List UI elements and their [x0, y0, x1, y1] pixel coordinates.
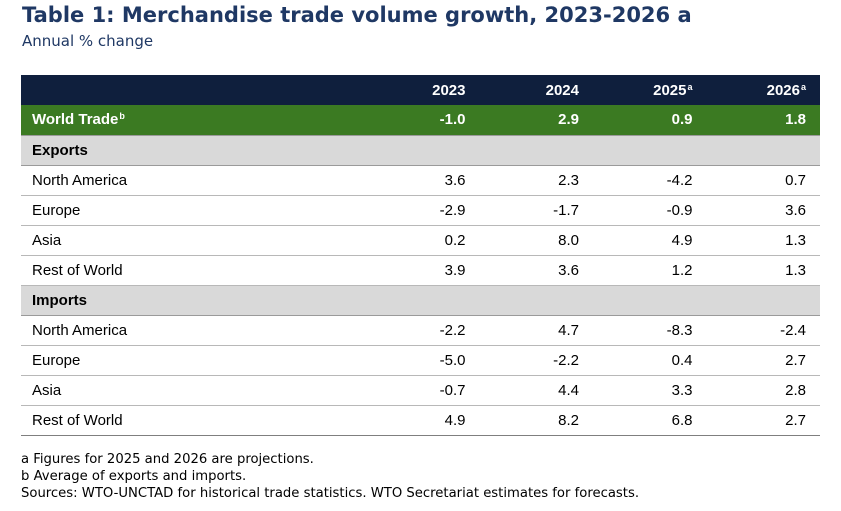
row-label: Europe: [21, 195, 366, 226]
row-label: Rest of World: [21, 255, 366, 286]
row-label: North America: [21, 165, 366, 196]
value-cell: 6.8: [593, 405, 707, 436]
table-row: North America 3.6 2.3 -4.2 0.7: [21, 165, 820, 196]
value-cell: -0.7: [366, 375, 480, 406]
value-cell: 2.8: [706, 375, 820, 406]
row-label: Asia: [21, 375, 366, 406]
value-cell: 1.8: [785, 111, 806, 129]
header-label-cell: [21, 75, 366, 105]
value-cell: 8.2: [479, 405, 593, 436]
sources-note: Sources: WTO-UNCTAD for historical trade…: [21, 486, 640, 501]
footnote-b: b Average of exports and imports.: [21, 469, 247, 484]
value-cell: -1.7: [479, 195, 593, 226]
value-cell: -8.3: [593, 315, 707, 346]
table-header-row: 2023 2024 2025a 2026a: [21, 75, 820, 105]
value-cell: 1.3: [706, 225, 820, 256]
value-cell: -5.0: [366, 345, 480, 376]
table-row: Europe -5.0 -2.2 0.4 2.7: [21, 345, 820, 376]
section-label: Imports: [21, 284, 820, 316]
value-cell: 3.9: [366, 255, 480, 286]
value-cell: 3.6: [479, 255, 593, 286]
value-cell: 2.7: [706, 345, 820, 376]
value-cell: 0.4: [593, 345, 707, 376]
value-cell: -2.9: [366, 195, 480, 226]
value-cell: 1.2: [593, 255, 707, 286]
value-cell: 4.9: [593, 225, 707, 256]
value-cell: 0.7: [706, 165, 820, 196]
value-cell: 4.4: [479, 375, 593, 406]
value-cell: -2.2: [366, 315, 480, 346]
table-row: Asia -0.7 4.4 3.3 2.8: [21, 375, 820, 406]
section-label: Exports: [21, 134, 820, 166]
table-notes: a Figures for 2025 and 2026 are projecti…: [21, 451, 639, 502]
header-year-2025: 2025a: [593, 75, 707, 105]
value-cell: -1.0: [439, 111, 466, 129]
row-label: Europe: [21, 345, 366, 376]
average-footnote-mark: b: [119, 111, 125, 122]
value-cell: -0.9: [593, 195, 707, 226]
imports-section-header: Imports: [21, 284, 820, 316]
value-cell: 2.3: [479, 165, 593, 196]
table-row: Europe -2.9 -1.7 -0.9 3.6: [21, 195, 820, 226]
value-cell: -2.2: [479, 345, 593, 376]
value-cell: 3.6: [366, 165, 480, 196]
value-cell: 3.3: [593, 375, 707, 406]
footnote-a: a Figures for 2025 and 2026 are projecti…: [21, 452, 314, 467]
world-trade-label: World Trade: [32, 111, 119, 129]
value-cell: -2.4: [706, 315, 820, 346]
value-cell: 8.0: [479, 225, 593, 256]
header-year-2024: 2024: [480, 75, 594, 105]
table-title: Table 1: Merchandise trade volume growth…: [22, 3, 692, 27]
header-year-2023: 2023: [366, 75, 480, 105]
world-trade-row: World Tradeb -1.0 2.9 0.9 1.8: [21, 105, 820, 135]
table-row: Rest of World 4.9 8.2 6.8 2.7: [21, 405, 820, 436]
trade-growth-table: 2023 2024 2025a 2026a World Tradeb -1.0 …: [21, 75, 820, 436]
year-label: 2024: [545, 81, 579, 99]
value-cell: 4.7: [479, 315, 593, 346]
value-cell: 2.9: [558, 111, 579, 129]
year-label: 2026: [766, 81, 800, 99]
value-cell: 3.6: [706, 195, 820, 226]
row-label: Rest of World: [21, 405, 366, 436]
table-row: Rest of World 3.9 3.6 1.2 1.3: [21, 255, 820, 286]
value-cell: 1.3: [706, 255, 820, 286]
exports-section-header: Exports: [21, 134, 820, 166]
year-label: 2023: [432, 81, 466, 99]
year-label: 2025: [653, 81, 687, 99]
projection-footnote-mark: a: [800, 81, 806, 92]
table-row: North America -2.2 4.7 -8.3 -2.4: [21, 315, 820, 346]
row-label: World Tradeb: [21, 105, 366, 135]
table-subtitle: Annual % change: [22, 32, 154, 50]
value-cell: 4.9: [366, 405, 480, 436]
row-label: Asia: [21, 225, 366, 256]
value-cell: 2.7: [706, 405, 820, 436]
header-year-2026: 2026a: [707, 75, 821, 105]
table-row: Asia 0.2 8.0 4.9 1.3: [21, 225, 820, 256]
value-cell: 0.2: [366, 225, 480, 256]
value-cell: 0.9: [671, 111, 693, 129]
row-label: North America: [21, 315, 366, 346]
projection-footnote-mark: a: [687, 81, 693, 92]
value-cell: -4.2: [593, 165, 707, 196]
